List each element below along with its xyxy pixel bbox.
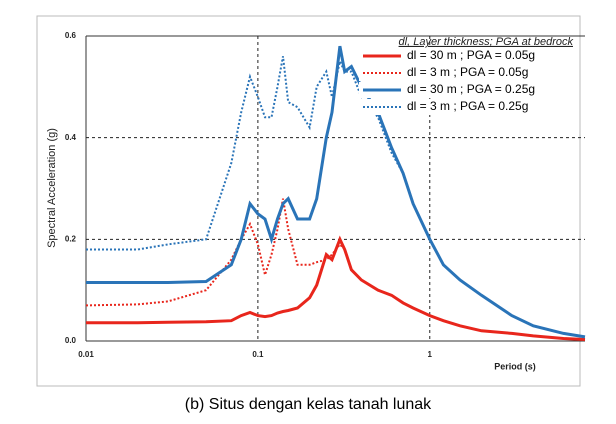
series-line (86, 235, 586, 341)
legend-bg (359, 82, 577, 98)
legend-label: dl = 3 m ; PGA = 0.05g (407, 65, 528, 79)
y-tick-label: 0.0 (65, 336, 77, 345)
x-tick-label: 0.01 (78, 350, 94, 359)
caption: (b) Situs dengan kelas tanah lunak (185, 396, 432, 413)
x-tick-label: 0.1 (252, 350, 264, 359)
legend-title: dl, Layer thickness; PGA at bedrock (399, 36, 574, 48)
x-tick-label: 1 (428, 350, 433, 359)
legend-label: dl = 30 m ; PGA = 0.25g (407, 82, 535, 96)
legend-bg (359, 48, 577, 64)
legend-label: dl = 3 m ; PGA = 0.25g (407, 99, 528, 113)
y-axis-label: Spectral Acceleration (g) (46, 128, 58, 248)
series-line (86, 56, 586, 338)
series-line (85, 198, 586, 341)
x-axis-label: Period (s) (494, 361, 536, 371)
y-tick-label: 0.6 (65, 31, 77, 40)
legend-bg (359, 99, 577, 115)
y-tick-label: 0.4 (65, 133, 77, 142)
legend-bg (359, 65, 577, 81)
y-tick-label: 0.2 (65, 234, 77, 243)
legend-label: dl = 30 m ; PGA = 0.05g (407, 48, 535, 62)
